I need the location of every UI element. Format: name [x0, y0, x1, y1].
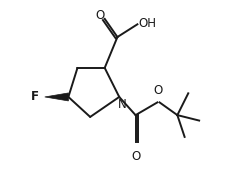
Text: O: O	[131, 150, 140, 163]
Polygon shape	[45, 93, 68, 101]
Text: N: N	[117, 98, 126, 111]
Text: O: O	[95, 9, 104, 22]
Text: F: F	[31, 90, 39, 103]
Text: O: O	[153, 84, 162, 97]
Text: OH: OH	[138, 17, 156, 30]
